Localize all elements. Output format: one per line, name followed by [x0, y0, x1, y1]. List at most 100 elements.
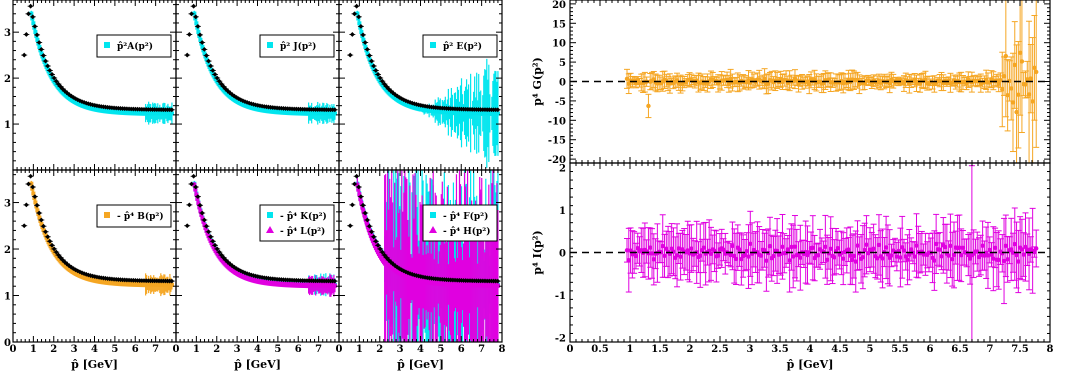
data-point	[367, 57, 372, 62]
data-point	[199, 213, 204, 218]
x-tick-label: 1	[30, 344, 37, 355]
data-point	[39, 222, 44, 227]
data-point	[361, 37, 366, 42]
x-tick-label: 5	[111, 344, 118, 355]
data-point	[1016, 92, 1021, 97]
x-tick-label: 6	[132, 344, 139, 355]
data-point	[357, 21, 362, 26]
data-point	[1012, 62, 1017, 68]
data-point	[998, 77, 1003, 83]
data-point	[198, 209, 203, 214]
data-point	[33, 30, 38, 35]
data-point	[332, 111, 337, 116]
data-point	[765, 81, 771, 86]
data-point	[204, 57, 209, 62]
data-point	[359, 30, 364, 35]
data-point	[1025, 77, 1030, 82]
data-point	[43, 62, 48, 67]
y-tick-label: 0	[4, 338, 11, 349]
data-point	[363, 216, 368, 221]
data-point	[363, 45, 368, 50]
data-point	[362, 213, 367, 218]
x-tick-label: 0	[10, 344, 17, 355]
data-point	[197, 205, 202, 210]
data-point	[205, 231, 210, 236]
data-point	[1032, 65, 1037, 71]
data-point	[1014, 109, 1019, 115]
data-point	[45, 67, 50, 72]
y-tick-label: 2	[4, 74, 11, 85]
x-axis-label: p̂ [GeV]	[234, 358, 281, 371]
y-tick-label: 2	[4, 245, 11, 256]
data-point	[361, 209, 366, 214]
data-point	[359, 201, 364, 206]
panel-E: p̂² E(p²)	[338, 0, 503, 171]
data-point	[1001, 73, 1007, 79]
data-point	[357, 192, 362, 197]
data-point	[369, 62, 374, 67]
legend-box	[422, 34, 498, 58]
legend-label: p̂² J(p²)	[280, 41, 316, 52]
legend-marker	[430, 212, 436, 218]
data-point	[762, 76, 767, 81]
data-point	[1028, 76, 1034, 81]
data-point	[495, 283, 500, 288]
data-point	[31, 191, 36, 196]
data-point	[194, 192, 199, 197]
legend-label: - p̂⁴ B(p²)	[117, 211, 164, 222]
data-point	[208, 67, 213, 72]
data-point	[169, 282, 174, 287]
y-tick-label: 1	[4, 292, 11, 303]
data-point	[1019, 59, 1025, 64]
legend-box	[96, 204, 172, 228]
data-point	[39, 51, 44, 56]
data-point	[360, 205, 365, 210]
legend-box	[259, 34, 335, 58]
data-point	[646, 103, 651, 109]
y-tick-label: 3	[4, 199, 11, 210]
data-point	[207, 236, 212, 241]
data-point	[1003, 53, 1009, 59]
legend-label: - p̂⁴ K(p²)	[280, 211, 327, 222]
x-tick-label: 3	[234, 344, 241, 355]
x-tick-label: 0	[336, 344, 343, 355]
data-point	[202, 51, 207, 56]
legend-marker	[267, 212, 273, 218]
panel-frame	[175, 0, 340, 171]
data-point	[196, 30, 201, 35]
data-point	[195, 197, 200, 202]
y-tick-label: 1	[4, 120, 11, 131]
x-axis-label: p̂ [GeV]	[397, 358, 444, 371]
data-point	[37, 45, 42, 50]
data-point	[192, 182, 197, 187]
x-tick-label: 7	[315, 344, 322, 355]
x-tick-label: 2	[50, 344, 57, 355]
x-axis-label: p̂ [GeV]	[71, 358, 118, 371]
data-point	[204, 228, 209, 233]
x-tick-label: 7	[478, 344, 485, 355]
legend-marker	[104, 42, 110, 48]
data-point	[43, 233, 48, 238]
panel-frame	[12, 0, 177, 171]
data-point	[372, 241, 377, 246]
x-tick-label: 3	[71, 344, 78, 355]
data-point	[37, 215, 42, 220]
x-tick-label: 1	[356, 344, 363, 355]
data-point	[369, 234, 374, 239]
panel-J: p̂² J(p²)	[175, 0, 340, 171]
x-tick-label: 8	[499, 344, 506, 355]
data-point	[356, 187, 361, 192]
x-tick-label: 2	[376, 344, 383, 355]
x-tick-label: 0	[173, 344, 180, 355]
x-tick-label: 1	[193, 344, 200, 355]
legend-label: - p̂⁴ H(p²)	[443, 226, 491, 237]
panel-frame	[175, 169, 340, 343]
data-point	[200, 45, 205, 50]
data-point	[1017, 50, 1023, 56]
data-point	[198, 37, 203, 42]
panel-A: 1 2 3 p̂²A(p²)	[4, 0, 177, 171]
data-point	[901, 81, 907, 86]
x-tick-label: 3	[397, 344, 404, 355]
